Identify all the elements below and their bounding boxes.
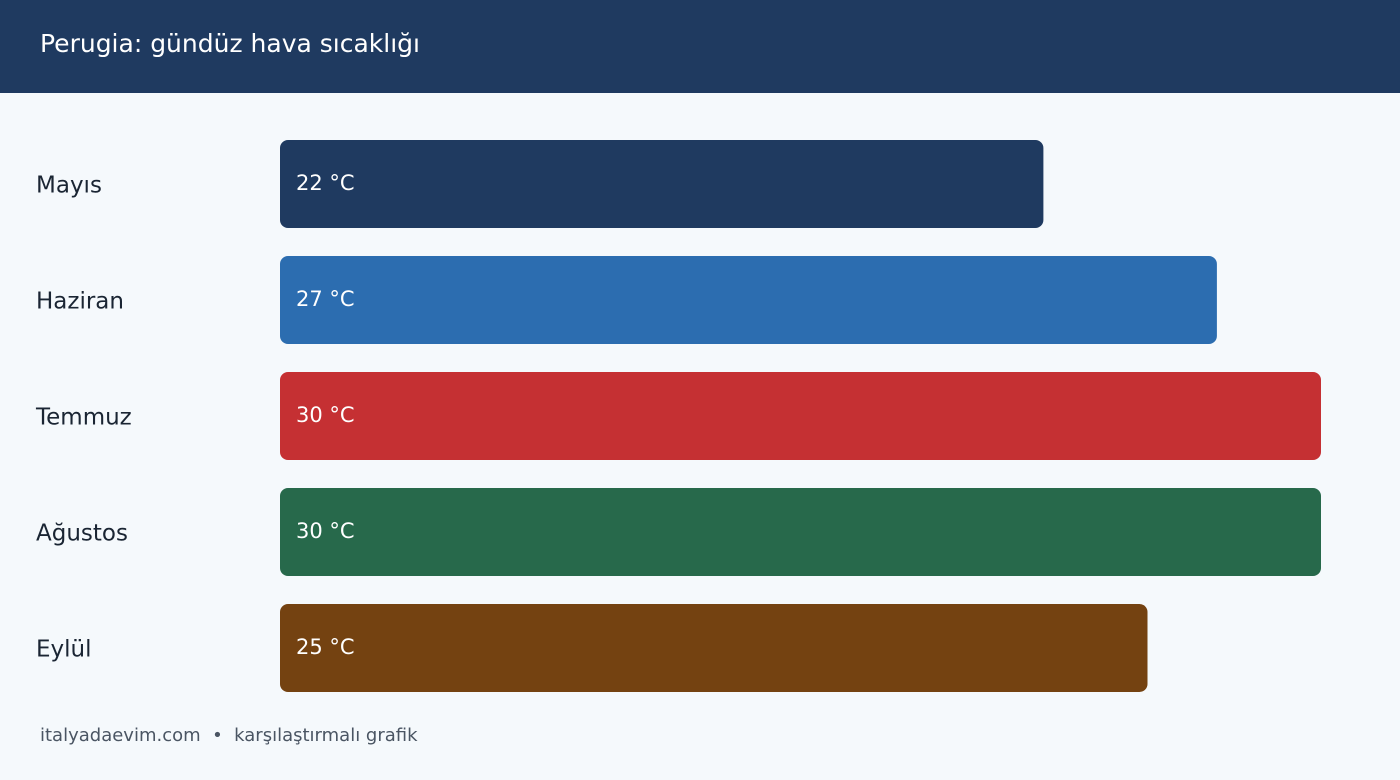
category-label: Eylül: [36, 637, 92, 663]
category-label: Haziran: [36, 289, 124, 315]
value-label: 25 °C: [296, 635, 355, 659]
value-label: 22 °C: [296, 171, 355, 195]
header-bar: [0, 0, 1400, 93]
category-label: Ağustos: [36, 521, 128, 547]
category-label: Mayıs: [36, 173, 102, 199]
category-label: Temmuz: [35, 405, 132, 431]
bar: [280, 488, 1321, 576]
bar: [280, 604, 1148, 692]
value-label: 30 °C: [296, 519, 355, 543]
bar: [280, 256, 1217, 344]
footer: italyadaevim.com • karşılaştırmalı grafi…: [40, 725, 418, 746]
value-label: 27 °C: [296, 287, 355, 311]
bar: [280, 140, 1044, 228]
bar: [280, 372, 1321, 460]
chart-title: Perugia: gündüz hava sıcaklığı: [40, 29, 420, 58]
value-label: 30 °C: [296, 403, 355, 427]
